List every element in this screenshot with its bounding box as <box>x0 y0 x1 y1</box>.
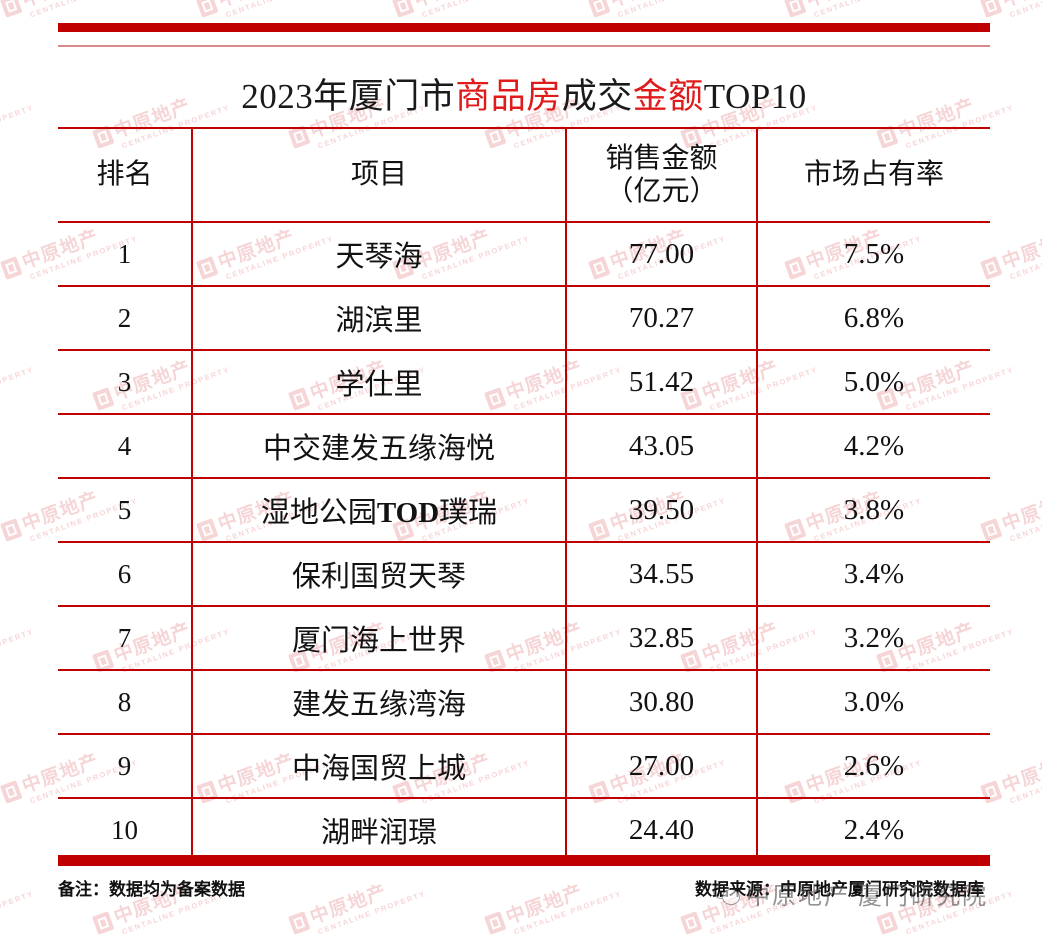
cell-share: 5.0% <box>757 350 990 415</box>
title-segment: 金额 <box>632 77 704 116</box>
table-row: 8 建发五缘湾海 30.80 3.0% <box>58 670 990 735</box>
cell-rank: 4 <box>58 414 193 479</box>
project-name-part: 湖滨里 <box>335 305 423 337</box>
project-name-emphasis: TOD <box>376 497 440 529</box>
cell-rank: 5 <box>58 478 193 543</box>
footer-note: 备注：数据均为备案数据 <box>58 879 245 899</box>
cell-rank: 9 <box>58 734 193 799</box>
footer: 备注：数据均为备案数据 数据来源：中原地产厦门研究院数据库 <box>58 872 990 902</box>
cell-project: 湿地公园TOD璞瑞 <box>192 478 567 543</box>
cell-rank: 6 <box>58 542 193 607</box>
table-row: 7 厦门海上世界 32.85 3.2% <box>58 606 990 671</box>
cell-project: 天琴海 <box>192 222 567 287</box>
table-body: 1 天琴海 77.00 7.5% 2 湖滨里 70.27 6.8% 3 学仕里 51.42 5.0% 4… <box>58 222 990 863</box>
project-name-part: 中交建发五缘海悦 <box>262 433 495 465</box>
header-line: （亿元） <box>605 176 718 207</box>
cell-project: 湖滨里 <box>192 286 567 351</box>
cell-amount: 51.42 <box>566 350 758 415</box>
cell-share: 3.2% <box>757 606 990 671</box>
cell-share: 3.4% <box>757 542 990 607</box>
table-row: 1 天琴海 77.00 7.5% <box>58 222 990 287</box>
table-row: 2 湖滨里 70.27 6.8% <box>58 286 990 351</box>
table-header-row: 排名 项目 销售金额 （亿元） 市场占有率 <box>58 127 990 223</box>
project-name-part: 璞瑞 <box>439 497 498 529</box>
project-name-part: 天琴海 <box>335 241 423 273</box>
table-row: 9 中海国贸上城 27.00 2.6% <box>58 734 990 799</box>
column-header-share: 市场占有率 <box>757 127 990 223</box>
header-line: 市场占有率 <box>803 159 944 191</box>
cell-project: 保利国贸天琴 <box>192 542 567 607</box>
project-name-part: 保利国贸天琴 <box>291 561 466 593</box>
column-header-amount: 销售金额 （亿元） <box>566 127 758 223</box>
cell-rank: 2 <box>58 286 193 351</box>
table-row: 5 湿地公园TOD璞瑞 39.50 3.8% <box>58 478 990 543</box>
cell-share: 6.8% <box>757 286 990 351</box>
cell-project: 学仕里 <box>192 350 567 415</box>
cell-amount: 43.05 <box>566 414 758 479</box>
cell-share: 7.5% <box>757 222 990 287</box>
page-title: 2023年厦门市商品房成交金额TOP10 <box>58 68 990 119</box>
cell-amount: 34.55 <box>566 542 758 607</box>
cell-share: 4.2% <box>757 414 990 479</box>
column-header-rank: 排名 <box>58 127 193 223</box>
table-header: 排名 项目 销售金额 （亿元） 市场占有率 <box>58 127 990 223</box>
cell-amount: 39.50 <box>566 478 758 543</box>
table-row: 10 湖畔润璟 24.40 2.4% <box>58 798 990 863</box>
cell-rank: 8 <box>58 670 193 735</box>
title-segment: 商品房 <box>455 77 562 116</box>
project-name-part: 湖畔润璟 <box>320 817 437 849</box>
header-line: 排名 <box>96 159 153 191</box>
title-segment: TOP10 <box>703 77 807 116</box>
cell-share: 3.8% <box>757 478 990 543</box>
cell-amount: 24.40 <box>566 798 758 863</box>
title-segment: 成交 <box>561 77 633 116</box>
project-name-part: 湿地公园 <box>260 497 377 529</box>
project-name-part: 中海国贸上城 <box>291 753 466 785</box>
top-thick-rule <box>58 23 990 32</box>
project-name-part: 学仕里 <box>335 369 423 401</box>
table-row: 4 中交建发五缘海悦 43.05 4.2% <box>58 414 990 479</box>
cell-amount: 32.85 <box>566 606 758 671</box>
cell-rank: 10 <box>58 798 193 863</box>
cell-rank: 3 <box>58 350 193 415</box>
table-row: 6 保利国贸天琴 34.55 3.4% <box>58 542 990 607</box>
cell-rank: 1 <box>58 222 193 287</box>
header-line: 销售金额 <box>605 142 718 174</box>
project-name-part: 厦门海上世界 <box>291 625 466 657</box>
cell-share: 2.6% <box>757 734 990 799</box>
cell-project: 中交建发五缘海悦 <box>192 414 567 479</box>
cell-project: 湖畔润璟 <box>192 798 567 863</box>
footer-source: 数据来源：中原地产厦门研究院数据库 <box>695 879 984 899</box>
column-header-project: 项目 <box>192 127 567 223</box>
ranking-table: 排名 项目 销售金额 （亿元） 市场占有率 1 天琴海 77.00 7.5% 2 湖滨里 70… <box>58 127 990 863</box>
table-row: 3 学仕里 51.42 5.0% <box>58 350 990 415</box>
cell-amount: 77.00 <box>566 222 758 287</box>
cell-project: 厦门海上世界 <box>192 606 567 671</box>
cell-amount: 27.00 <box>566 734 758 799</box>
project-name-part: 建发五缘湾海 <box>291 689 466 721</box>
table-bottom-bar <box>58 855 990 866</box>
cell-amount: 70.27 <box>566 286 758 351</box>
top-thin-rule <box>58 45 990 47</box>
cell-project: 建发五缘湾海 <box>192 670 567 735</box>
cell-amount: 30.80 <box>566 670 758 735</box>
cell-share: 3.0% <box>757 670 990 735</box>
cell-share: 2.4% <box>757 798 990 863</box>
title-segment: 2023年厦门市 <box>241 77 456 116</box>
cell-project: 中海国贸上城 <box>192 734 567 799</box>
cell-rank: 7 <box>58 606 193 671</box>
header-line: 项目 <box>350 159 407 191</box>
